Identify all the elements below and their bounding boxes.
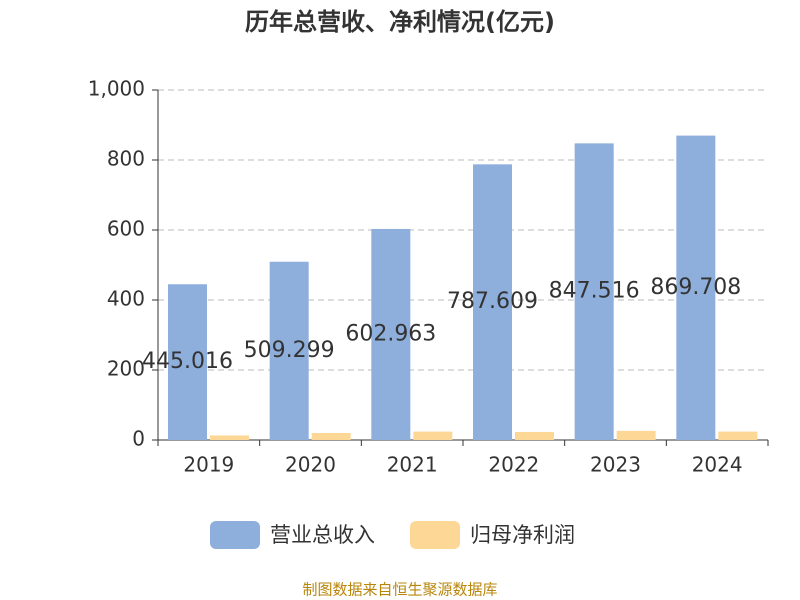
y-tick-label: 600 xyxy=(107,217,145,241)
bar xyxy=(574,143,614,441)
bar xyxy=(718,431,758,440)
data-label: 602.963 xyxy=(345,321,436,346)
chart-title: 历年总营收、净利情况(亿元) xyxy=(245,8,555,36)
y-tick-label: 0 xyxy=(132,427,145,451)
y-tick-label: 200 xyxy=(107,357,145,381)
bar xyxy=(168,284,207,440)
legend-label: 营业总收入 xyxy=(270,523,375,547)
bar xyxy=(269,261,309,440)
bar xyxy=(473,164,512,440)
bar xyxy=(413,431,453,440)
bar xyxy=(311,433,351,440)
data-label: 869.708 xyxy=(650,275,741,300)
data-label: 787.609 xyxy=(447,289,538,314)
legend-swatch xyxy=(210,521,260,549)
x-tick-label: 2019 xyxy=(183,453,234,477)
source-note: 制图数据来自恒生聚源数据库 xyxy=(302,581,497,599)
bar xyxy=(371,228,411,440)
data-label: 847.516 xyxy=(549,279,640,304)
x-tick-label: 2021 xyxy=(387,453,438,477)
data-label: 509.299 xyxy=(244,338,335,363)
legend-swatch xyxy=(410,521,460,549)
y-tick-label: 1,000 xyxy=(88,77,145,101)
bar xyxy=(210,435,249,440)
y-tick-label: 800 xyxy=(107,147,145,171)
data-label: 445.016 xyxy=(142,349,233,374)
y-tick-label: 400 xyxy=(107,287,145,311)
bar xyxy=(515,431,554,440)
legend-label: 归母净利润 xyxy=(470,523,575,547)
x-tick-label: 2020 xyxy=(285,453,336,477)
x-tick-label: 2024 xyxy=(692,453,743,477)
bar xyxy=(676,135,716,440)
bar xyxy=(616,430,656,440)
x-tick-label: 2023 xyxy=(590,453,641,477)
x-tick-label: 2022 xyxy=(488,453,539,477)
